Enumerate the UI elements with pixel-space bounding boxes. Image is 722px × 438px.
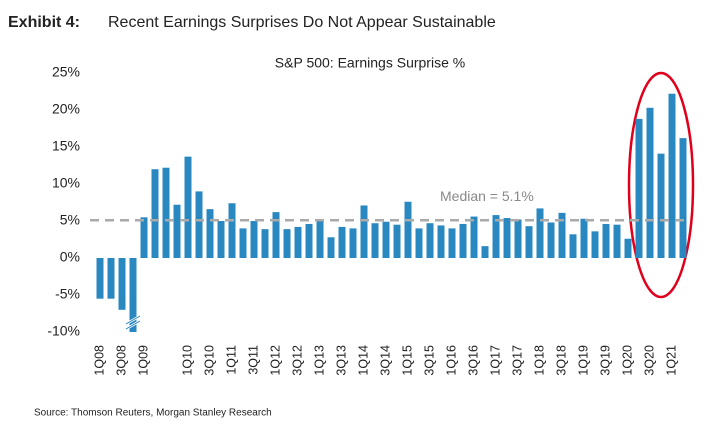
bar xyxy=(514,219,522,258)
bar xyxy=(613,224,621,258)
y-tick-label: 5% xyxy=(60,212,80,228)
bar xyxy=(261,229,269,258)
bar xyxy=(195,191,203,258)
bar xyxy=(657,153,665,258)
bar xyxy=(591,231,599,258)
x-tick-label: 3Q15 xyxy=(422,345,436,376)
x-tick-label: 1Q18 xyxy=(532,345,546,376)
chart-exhibit: Exhibit 4: xyxy=(8,14,80,31)
bar xyxy=(536,208,544,258)
x-tick-label: 3Q17 xyxy=(510,345,524,376)
x-tick-label: 1Q16 xyxy=(444,345,458,376)
axis-break xyxy=(125,315,141,325)
bar xyxy=(602,223,610,258)
bar xyxy=(338,226,346,258)
bar xyxy=(327,237,335,258)
bar xyxy=(217,221,225,258)
x-tick-label: 1Q21 xyxy=(664,345,678,376)
bar xyxy=(525,226,533,258)
x-tick-label: 3Q12 xyxy=(290,345,304,376)
bar xyxy=(140,217,148,258)
x-tick-label: 1Q19 xyxy=(576,345,590,376)
bar xyxy=(272,212,280,258)
bar xyxy=(393,224,401,258)
bar xyxy=(228,203,236,258)
bar xyxy=(349,228,357,258)
bar xyxy=(151,169,159,258)
x-tick-label: 1Q11 xyxy=(224,345,238,375)
bar xyxy=(283,229,291,258)
bar xyxy=(415,228,423,258)
x-tick-label: 3Q14 xyxy=(378,345,392,376)
bar xyxy=(624,238,632,258)
bar xyxy=(173,204,181,258)
x-tick-label: 1Q15 xyxy=(400,345,414,376)
x-tick-label: 3Q19 xyxy=(598,345,612,376)
median-label: Median = 5.1% xyxy=(440,188,534,204)
bar xyxy=(107,258,115,299)
bar xyxy=(558,212,566,258)
y-tick-label: 10% xyxy=(52,175,80,191)
bar xyxy=(635,118,643,258)
x-tick-label: 1Q14 xyxy=(356,345,370,376)
bar xyxy=(547,222,555,258)
bar xyxy=(437,225,445,258)
x-tick-label: 3Q20 xyxy=(642,345,656,376)
bar xyxy=(162,167,170,258)
chart-subtitle: S&P 500: Earnings Surprise % xyxy=(275,55,465,71)
bar xyxy=(470,216,478,258)
bar xyxy=(679,138,687,258)
bar xyxy=(580,218,588,258)
y-tick-label: -5% xyxy=(55,286,80,302)
x-tick-label: 3Q11 xyxy=(246,345,260,375)
y-tick-label: 15% xyxy=(52,138,80,154)
y-tick-label: -10% xyxy=(47,323,80,339)
bar xyxy=(668,93,676,258)
bar xyxy=(129,258,137,332)
bar xyxy=(503,218,511,258)
x-tick-label: 3Q10 xyxy=(202,345,216,376)
bar xyxy=(305,223,313,258)
x-tick-label: 1Q17 xyxy=(488,345,502,376)
bar xyxy=(239,228,247,258)
bar xyxy=(459,223,467,258)
x-tick-label: 1Q12 xyxy=(268,345,282,376)
axis-break xyxy=(125,320,141,330)
bar xyxy=(316,221,324,258)
x-tick-label: 1Q13 xyxy=(312,345,326,376)
bar xyxy=(250,221,258,258)
bar xyxy=(206,209,214,258)
x-tick-label: 1Q08 xyxy=(92,345,106,376)
bar xyxy=(448,228,456,258)
bar xyxy=(184,156,192,258)
x-tick-label: 1Q10 xyxy=(180,345,194,376)
bar xyxy=(569,234,577,258)
bar xyxy=(404,201,412,258)
bar xyxy=(371,223,379,258)
x-tick-label: 3Q18 xyxy=(554,345,568,376)
bar xyxy=(382,221,390,258)
x-tick-label: 3Q08 xyxy=(114,345,128,376)
bar xyxy=(96,258,104,299)
bar xyxy=(646,107,654,258)
x-tick-label: 1Q20 xyxy=(620,345,634,376)
y-tick-label: 0% xyxy=(60,249,80,265)
bar xyxy=(426,223,434,258)
bar xyxy=(492,215,500,258)
highlight-ellipse xyxy=(627,71,695,299)
source: Source: Thomson Reuters, Morgan Stanley … xyxy=(34,408,272,419)
bar xyxy=(294,226,302,258)
x-tick-label: 1Q09 xyxy=(136,345,150,376)
bar xyxy=(481,246,489,258)
y-tick-label: 20% xyxy=(52,101,80,117)
chart-title: Recent Earnings Surprises Do Not Appear … xyxy=(108,14,496,31)
bar xyxy=(360,205,368,258)
x-tick-label: 3Q16 xyxy=(466,345,480,376)
y-tick-label: 25% xyxy=(52,64,80,80)
x-tick-label: 3Q13 xyxy=(334,345,348,376)
bar xyxy=(118,258,126,310)
